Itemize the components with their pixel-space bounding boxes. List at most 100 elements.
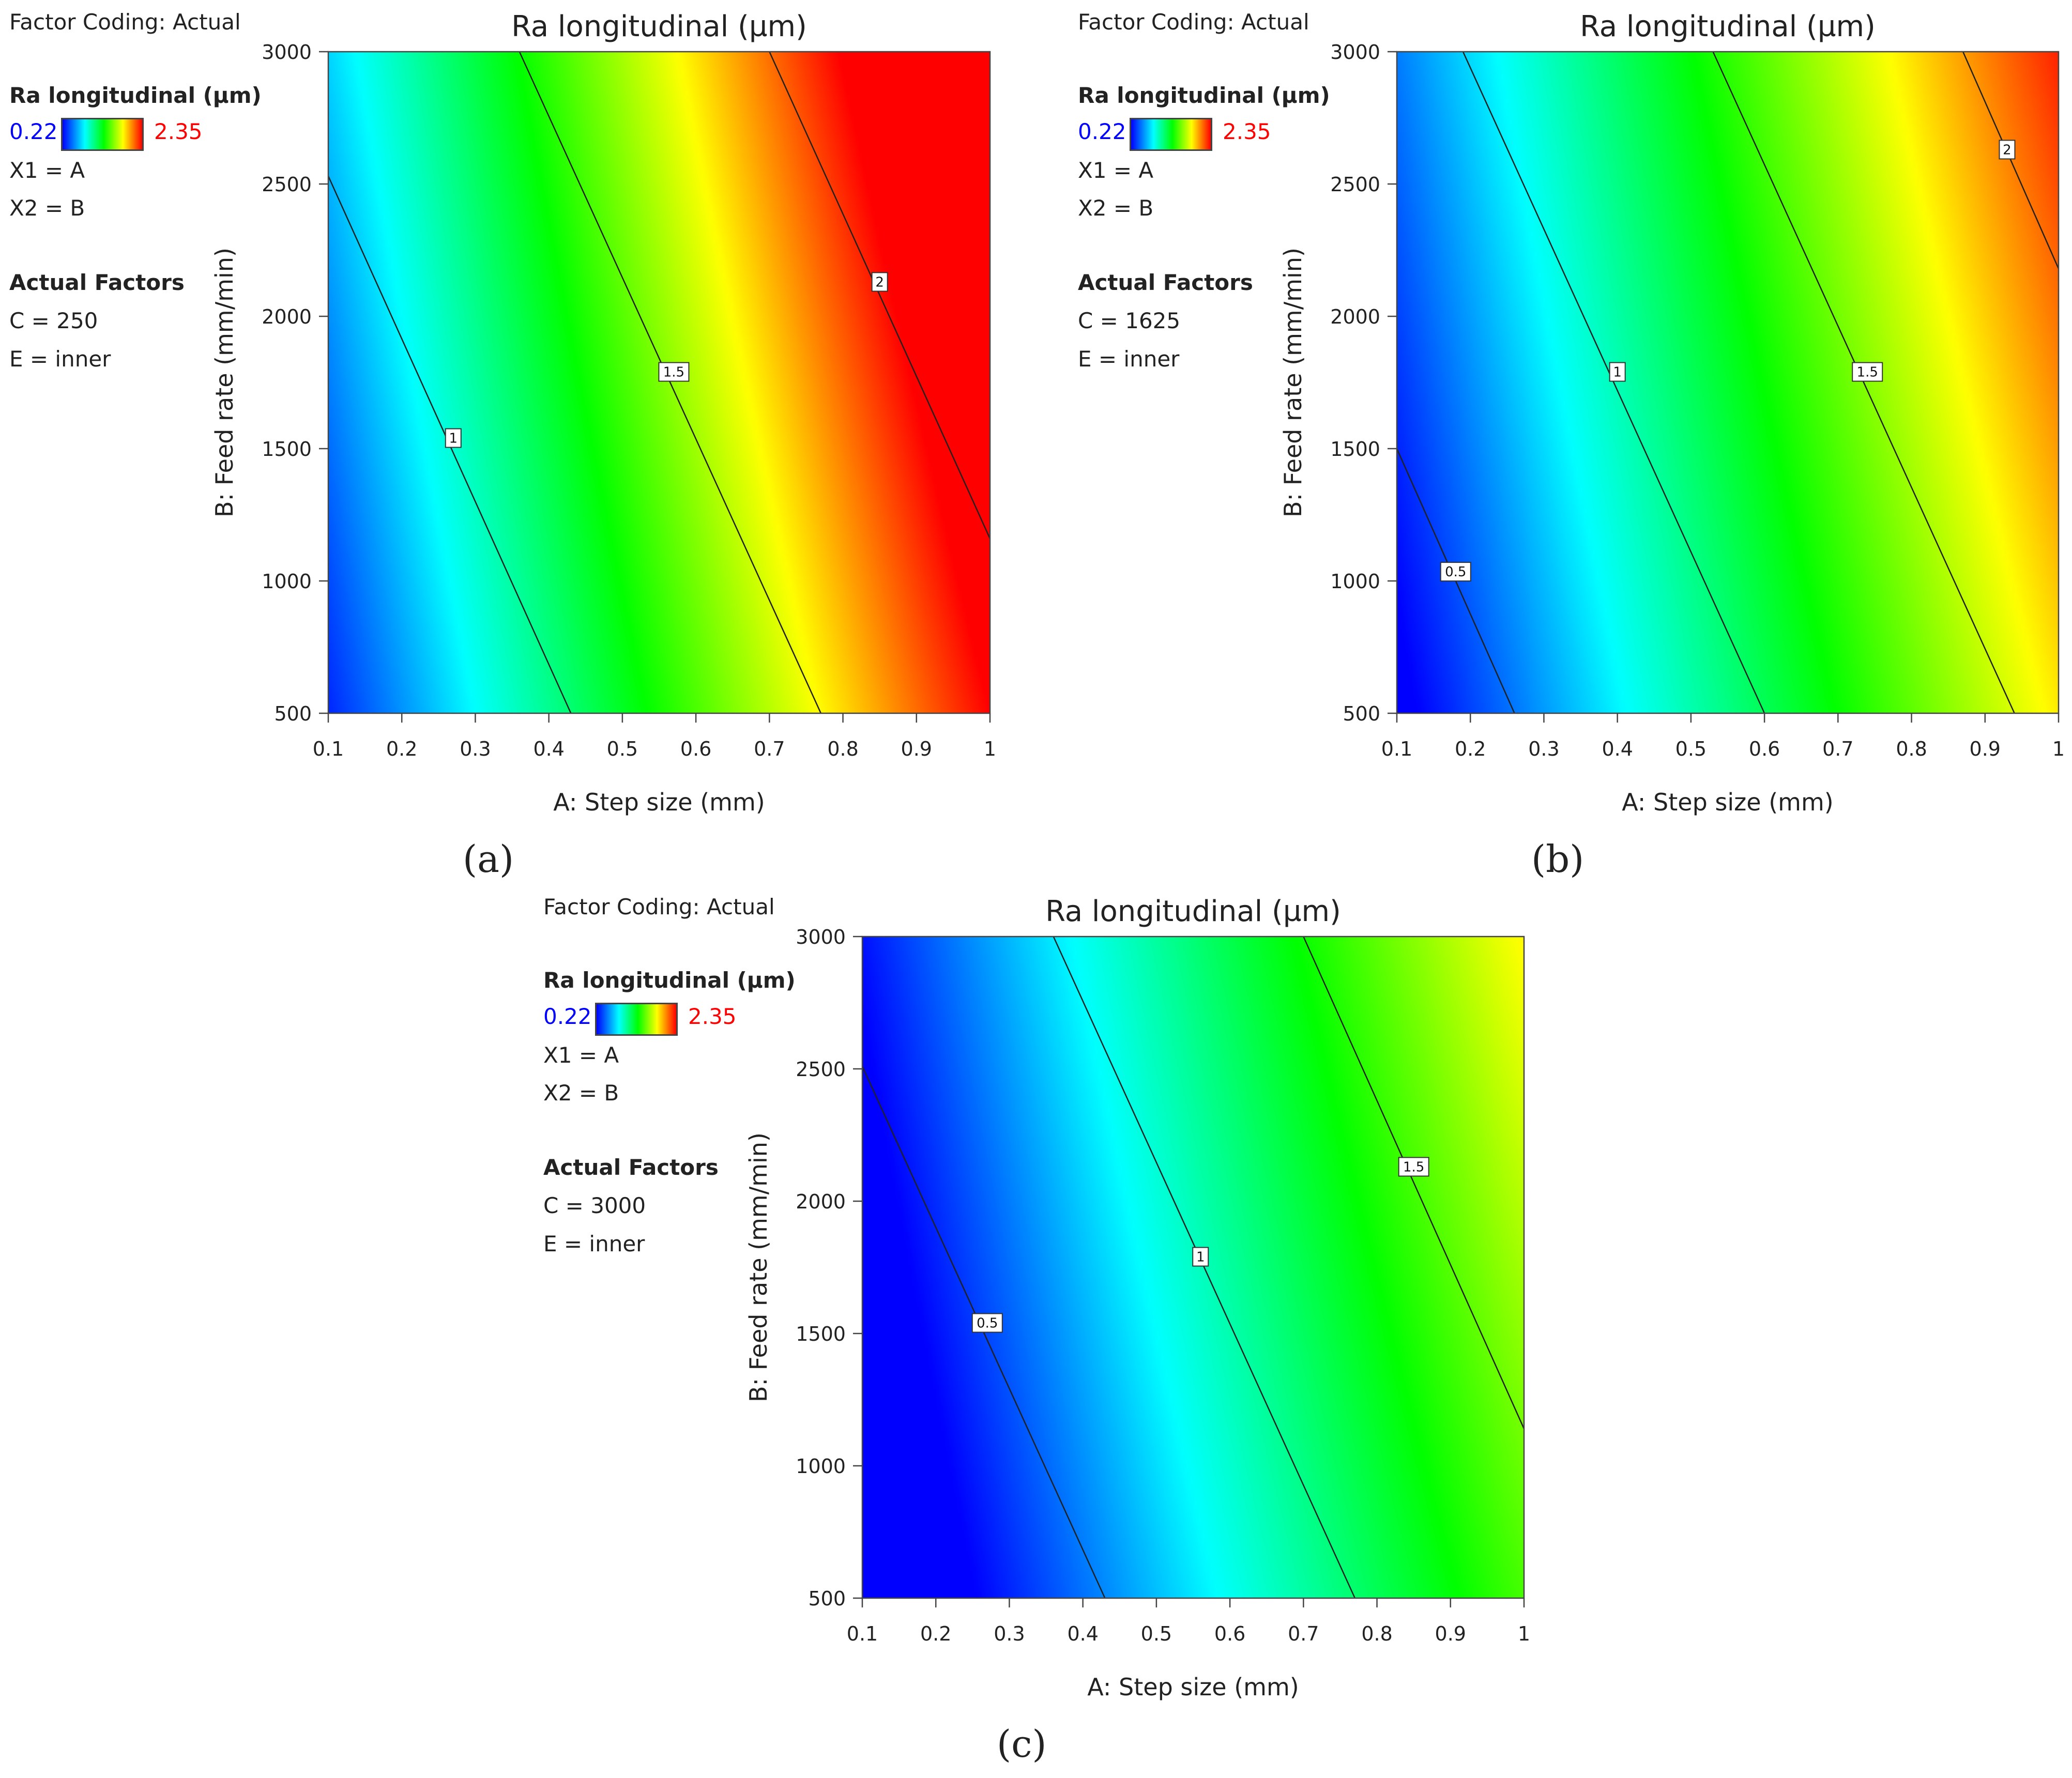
x-tick-label: 0.7	[1288, 1622, 1319, 1645]
contour-label-0.5: 0.5	[977, 1316, 998, 1331]
x-tick-label: 1	[2052, 738, 2065, 760]
chart-title: Ra longitudinal (µm)	[511, 10, 807, 43]
contour-label-1.5: 1.5	[1403, 1159, 1424, 1175]
contour-line-1	[1053, 936, 1356, 1599]
plot-frame	[1396, 51, 2060, 714]
plot-frame	[327, 51, 991, 714]
contour-label-box	[1398, 1157, 1429, 1177]
contour-label-box	[1999, 140, 2016, 160]
y-tick-label: 3000	[1330, 41, 1380, 64]
x-tick-label: 0.4	[1067, 1622, 1098, 1645]
legend-min-value: 0.22	[1078, 119, 1126, 144]
contour-label-1.5: 1.5	[663, 365, 684, 380]
contour-line-1.5	[1303, 936, 1525, 1429]
contour-label-box	[871, 272, 888, 292]
legend-max-value: 2.35	[154, 119, 203, 144]
y-axis-label: B: Feed rate (mm/min)	[210, 248, 238, 517]
contour-label-box	[971, 1313, 1003, 1333]
response-surface-heatmap	[862, 937, 1524, 1598]
actual-factors-title: Actual Factors	[1078, 270, 1253, 295]
contour-label-2: 2	[2003, 142, 2012, 158]
legend-x2: X2 = B	[1078, 195, 1154, 221]
x-tick-label: 0.6	[1749, 738, 1780, 760]
panel-label: (b)	[1531, 837, 1585, 881]
contour-label-1: 1	[449, 431, 458, 447]
x-tick-label: 0.5	[1141, 1622, 1172, 1645]
y-tick-label: 3000	[262, 41, 312, 64]
colorscale-bar	[61, 118, 144, 151]
contour-line-1.5	[1712, 51, 2015, 714]
contour-label-box	[1192, 1247, 1209, 1267]
contour-line-2	[769, 51, 991, 539]
y-tick-label: 1500	[1330, 438, 1380, 461]
x-axis-label: A: Step size (mm)	[1087, 1673, 1299, 1701]
x-tick-label: 0.8	[1896, 738, 1927, 760]
x-tick-label: 0.3	[1528, 738, 1559, 760]
x-tick-label: 1	[984, 738, 996, 760]
contour-label-1: 1	[1196, 1250, 1205, 1265]
factor-c-value: C = 1625	[1078, 308, 1181, 333]
contour-line-1.5	[519, 51, 822, 714]
chart-title: Ra longitudinal (µm)	[1580, 10, 1876, 43]
contour-label-box	[445, 428, 462, 448]
x-tick-label: 0.3	[460, 738, 491, 760]
x-tick-label: 1	[1518, 1622, 1530, 1645]
factor-c-value: C = 250	[9, 308, 98, 333]
x-tick-label: 0.4	[1602, 738, 1633, 760]
y-tick-label: 2000	[796, 1190, 846, 1213]
contour-line-1	[1462, 51, 1765, 714]
chart-panel-c: Factor Coding: Actual Ra longitudinal (µm…	[534, 885, 1570, 1766]
chart-title: Ra longitudinal (µm)	[1045, 895, 1341, 928]
response-surface-heatmap	[328, 52, 990, 713]
colorscale-bar	[595, 1003, 678, 1036]
contour-line-2	[1962, 51, 2060, 269]
legend-min-value: 0.22	[9, 119, 58, 144]
contour-label-0.5: 0.5	[1445, 564, 1466, 580]
actual-factors-title: Actual Factors	[9, 270, 185, 295]
y-tick-label: 1500	[796, 1323, 846, 1345]
legend-max-value: 2.35	[1223, 119, 1271, 144]
response-surface-heatmap	[1397, 52, 2059, 713]
plot-frame	[861, 936, 1525, 1599]
x-tick-label: 0.6	[1214, 1622, 1245, 1645]
legend-x2: X2 = B	[543, 1080, 619, 1106]
contour-label-box	[1852, 362, 1883, 382]
x-tick-label: 0.4	[533, 738, 564, 760]
legend-x2: X2 = B	[9, 195, 85, 221]
legend-response-name: Ra longitudinal (µm)	[9, 83, 262, 108]
y-tick-label: 1000	[1330, 570, 1380, 593]
legend-max-value: 2.35	[688, 1004, 737, 1029]
x-tick-label: 0.9	[901, 738, 932, 760]
actual-factors-title: Actual Factors	[543, 1155, 719, 1180]
factor-e-value: E = inner	[1078, 346, 1180, 372]
x-tick-label: 0.2	[1455, 738, 1486, 760]
x-tick-label: 0.2	[386, 738, 417, 760]
x-axis-label: A: Step size (mm)	[553, 788, 765, 816]
chart-panel-b: Factor Coding: Actual Ra longitudinal (µm…	[1069, 0, 2072, 881]
y-tick-label: 2000	[1330, 305, 1380, 328]
y-tick-label: 500	[1343, 702, 1380, 725]
x-tick-label: 0.1	[313, 738, 344, 760]
x-tick-label: 0.5	[1675, 738, 1707, 760]
contour-plot: 0.511.50.1 0.2 0.3 0.4 0.5 0.6 0.7 0.8 0.9 150010…	[744, 895, 1530, 1701]
y-axis-label: B: Feed rate (mm/min)	[1279, 248, 1307, 517]
contour-label-1.5: 1.5	[1857, 365, 1878, 380]
contour-label-box	[1609, 362, 1626, 382]
contour-plot: 11.520.1 0.2 0.3 0.4 0.5 0.6 0.7 0.8 0.9 15001000…	[210, 10, 996, 816]
x-tick-label: 0.5	[607, 738, 638, 760]
factor-c-value: C = 3000	[543, 1193, 646, 1218]
x-tick-label: 0.1	[1381, 738, 1412, 760]
x-tick-label: 0.8	[827, 738, 858, 760]
y-tick-label: 1000	[796, 1455, 846, 1478]
y-tick-label: 500	[274, 702, 312, 725]
legend-x1: X1 = A	[543, 1043, 619, 1068]
chart-panel-a: Factor Coding: Actual Ra longitudinal (µm…	[0, 0, 1036, 881]
x-tick-label: 0.9	[1970, 738, 2001, 760]
legend-response-name: Ra longitudinal (µm)	[1078, 83, 1330, 108]
y-tick-label: 2000	[262, 305, 312, 328]
factor-coding-label: Factor Coding: Actual	[9, 9, 241, 35]
y-tick-label: 2500	[1330, 173, 1380, 196]
contour-label-2: 2	[875, 274, 884, 290]
panel-label: (a)	[463, 837, 514, 881]
contour-label-box	[658, 362, 690, 382]
